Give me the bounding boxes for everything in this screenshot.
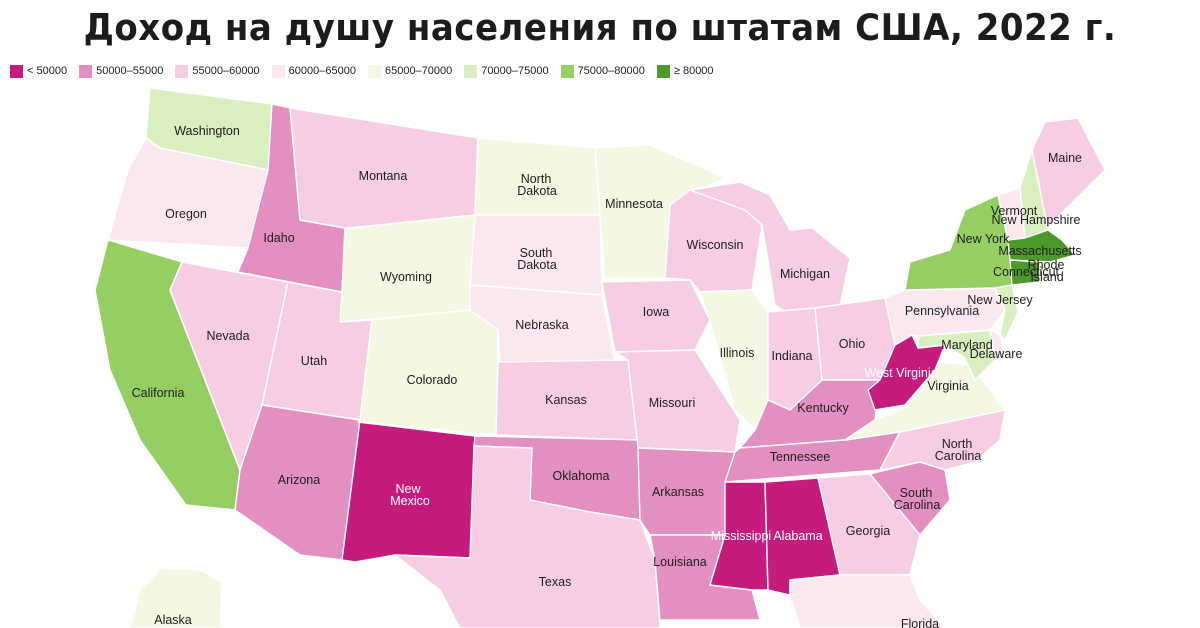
label-nebraska: Nebraska (515, 318, 569, 332)
state-wyoming[interactable] (339, 214, 476, 323)
label-florida: Florida (901, 617, 939, 628)
state-iowa[interactable] (601, 279, 711, 353)
legend-item: 60000–65000 (271, 64, 356, 78)
legend-label: 65000–70000 (384, 65, 453, 77)
label-louisiana: Louisiana (653, 555, 707, 569)
label-wyoming: Wyoming (380, 270, 432, 284)
legend-label: 70000–75000 (481, 65, 549, 77)
legend-label: 55000–60000 (192, 65, 260, 77)
label-north-carolina-line1: North (942, 437, 973, 451)
label-vermont: Vermont (991, 204, 1038, 218)
legend-item: 70000–75000 (464, 64, 549, 78)
legend-swatch (464, 64, 478, 78)
label-north-dakota-line1: North (521, 172, 552, 186)
label-virginia: Virginia (927, 379, 969, 393)
label-montana: Montana (359, 169, 408, 183)
label-georgia: Georgia (846, 524, 891, 538)
label-alabama: Alabama (773, 529, 822, 543)
state-georgia[interactable] (817, 473, 921, 576)
label-south-carolina-line1: South (900, 486, 933, 500)
label-indiana: Indiana (771, 349, 812, 363)
label-pennsylvania: Pennsylvania (905, 304, 979, 318)
legend-label: 60000–65000 (288, 65, 356, 77)
label-oregon: Oregon (165, 207, 207, 221)
label-utah: Utah (301, 354, 327, 368)
label-north-dakota-line2: Dakota (517, 184, 557, 198)
label-new-york: New York (957, 232, 1011, 246)
label-new-hampshire: New Hampshire (992, 213, 1081, 227)
state-alaska[interactable] (129, 567, 223, 628)
legend-item: 55000–60000 (175, 64, 260, 78)
label-iowa: Iowa (643, 305, 669, 319)
legend-swatch (656, 64, 670, 78)
legend-item: 65000–70000 (367, 64, 453, 78)
label-idaho: Idaho (263, 231, 294, 245)
label-delaware: Delaware (970, 347, 1023, 361)
label-new-mexico-line1: New (395, 482, 421, 496)
label-maine: Maine (1048, 151, 1082, 165)
legend-item: ≥ 80000 (656, 64, 714, 78)
label-new-mexico-line2: Mexico (390, 494, 430, 508)
label-illinois: Illinois (720, 346, 755, 360)
label-kansas: Kansas (545, 393, 587, 407)
map-title: Доход на душу населения по штатам США, 2… (83, 6, 1117, 50)
label-oklahoma: Oklahoma (553, 469, 610, 483)
legend-swatch (175, 64, 189, 78)
label-connecticut: Connecticut (993, 265, 1060, 279)
label-texas: Texas (539, 575, 572, 589)
legend-swatch (367, 64, 381, 78)
label-nevada: Nevada (206, 329, 249, 343)
label-south-dakota-line1: South (520, 246, 553, 260)
label-new-jersey: New Jersey (967, 293, 1033, 307)
state-colorado[interactable] (357, 304, 499, 436)
label-south-carolina-line2: Carolina (894, 498, 941, 512)
state-montana[interactable] (289, 107, 479, 229)
legend-label: < 50000 (27, 65, 68, 77)
label-ohio: Ohio (839, 337, 865, 351)
legend-swatch (10, 64, 23, 78)
legend-item: 75000–80000 (560, 64, 645, 78)
state-delaware[interactable] (989, 329, 1006, 361)
legend-swatch (271, 64, 285, 78)
label-maryland: Maryland (941, 338, 992, 352)
label-rhode-island-line2: Island (1030, 270, 1063, 284)
label-arkansas: Arkansas (652, 485, 704, 499)
legend-swatch (560, 64, 574, 78)
label-wisconsin: Wisconsin (687, 238, 744, 252)
label-west-virginia: West Virginia (864, 366, 937, 380)
legend-label: 75000–80000 (577, 65, 645, 77)
label-minnesota: Minnesota (605, 197, 663, 211)
state-florida[interactable] (789, 574, 946, 628)
label-rhode-island-line1: Rhode (1028, 258, 1065, 272)
label-michigan: Michigan (780, 267, 830, 281)
label-south-dakota-line2: Dakota (517, 258, 557, 272)
legend-label: ≥ 80000 (673, 65, 714, 77)
label-missouri: Missouri (649, 396, 696, 410)
label-massachusetts: Massachusetts (998, 244, 1081, 258)
legend-item: 50000–55000 (79, 64, 164, 78)
label-arizona: Arizona (278, 473, 320, 487)
state-rhode-island[interactable] (1039, 261, 1053, 283)
label-california: California (132, 386, 185, 400)
label-tennessee: Tennessee (770, 450, 831, 464)
legend-label: 50000–55000 (96, 65, 164, 77)
label-washington: Washington (174, 124, 240, 138)
label-north-carolina-line2: Carolina (935, 449, 982, 463)
label-colorado: Colorado (407, 373, 458, 387)
label-mississippi: Mississippi (711, 529, 771, 543)
label-kentucky: Kentucky (797, 401, 849, 415)
legend: < 50000 50000–55000 55000–60000 60000–65… (10, 63, 726, 79)
legend-item: < 50000 (10, 64, 68, 78)
label-alaska: Alaska (154, 613, 192, 627)
legend-swatch (79, 64, 93, 78)
